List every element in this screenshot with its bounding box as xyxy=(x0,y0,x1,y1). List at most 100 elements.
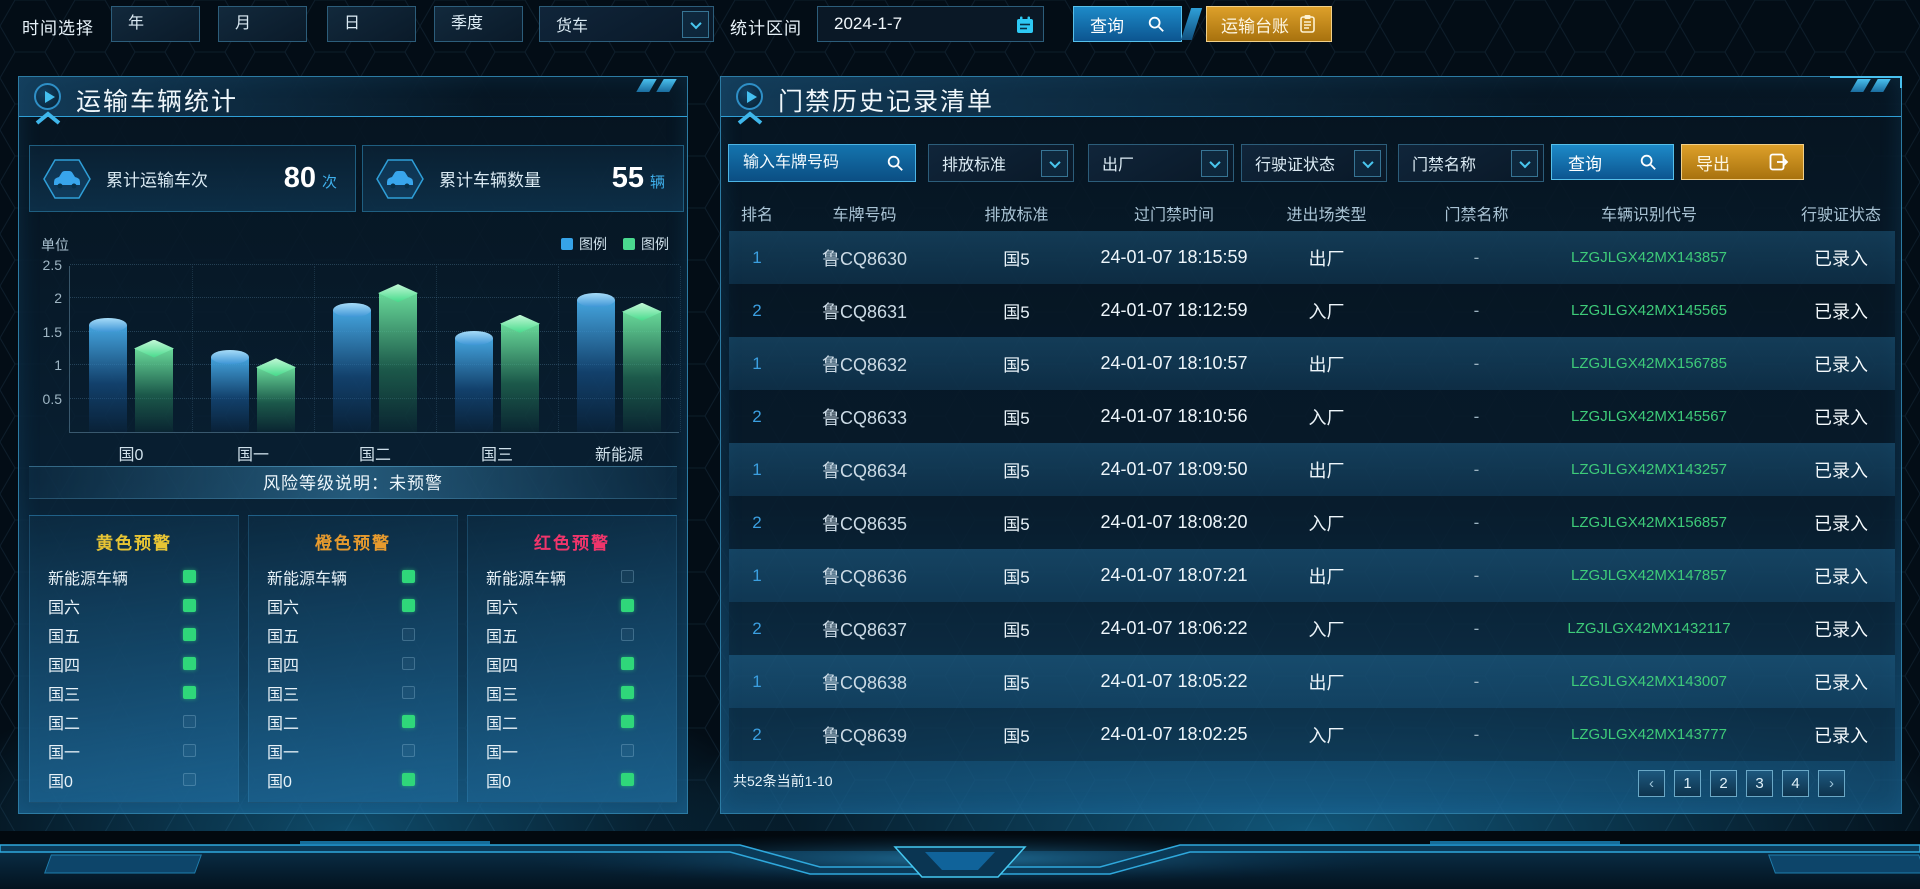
warning-checkbox[interactable] xyxy=(402,657,415,670)
warning-checkbox[interactable] xyxy=(183,599,196,612)
chart-gridline xyxy=(70,297,679,299)
table-cell: 国5 xyxy=(1003,727,1030,746)
table-cell: 鲁CQ8633 xyxy=(821,407,908,428)
warning-column: 黄色预警 新能源车辆 国六 国五 国四 国三 国二 国一 国0 xyxy=(29,515,239,803)
table-row[interactable]: 2 鲁CQ8639 国5 24-01-07 18:02:25 入厂 - LZGJLGX42M… xyxy=(729,708,1895,761)
table-cell: 已录入 xyxy=(1814,619,1868,640)
table-row[interactable]: 2 鲁CQ8637 国5 24-01-07 18:06:22 入厂 - LZGJLGX42M… xyxy=(729,602,1895,655)
table-row[interactable]: 1 鲁CQ8634 国5 24-01-07 18:09:50 出厂 - LZGJLGX42M… xyxy=(729,443,1895,496)
chart-bar xyxy=(378,284,418,432)
legend-item-1[interactable]: 图例 xyxy=(561,234,607,254)
table-cell: 国5 xyxy=(1003,303,1030,322)
legend-swatch xyxy=(561,238,573,250)
period-button-1[interactable]: 年 xyxy=(111,6,200,42)
warning-checkbox[interactable] xyxy=(402,570,415,583)
vin-link[interactable]: LZGJLGX42MX143007 xyxy=(1571,673,1727,690)
warning-item: 新能源车辆 xyxy=(30,562,238,591)
warning-item-label: 国四 xyxy=(486,657,519,675)
table-cell: 国5 xyxy=(1003,462,1030,481)
bar-cap xyxy=(500,314,540,333)
table-cell: 入厂 xyxy=(1308,407,1345,428)
warning-checkbox[interactable] xyxy=(621,773,634,786)
warning-checkbox[interactable] xyxy=(621,570,634,583)
warning-item-label: 国六 xyxy=(486,599,519,617)
table-query-button[interactable]: 查询 xyxy=(1551,144,1674,180)
table-row[interactable]: 1 鲁CQ8638 国5 24-01-07 18:05:22 出厂 - LZGJLGX42M… xyxy=(729,655,1895,708)
vehicle-type-select[interactable]: 货车 xyxy=(539,6,714,42)
filter-select-1[interactable]: 排放标准 xyxy=(928,144,1074,182)
warning-checkbox[interactable] xyxy=(183,744,196,757)
vin-link[interactable]: LZGJLGX42MX145565 xyxy=(1571,302,1727,319)
period-button-2[interactable]: 月 xyxy=(218,6,307,42)
warning-checkbox[interactable] xyxy=(621,744,634,757)
warning-checkbox[interactable] xyxy=(402,744,415,757)
vin-link[interactable]: LZGJLGX42MX147857 xyxy=(1571,567,1727,584)
table-row[interactable]: 1 鲁CQ8632 国5 24-01-07 18:10:57 出厂 - LZGJLGX42M… xyxy=(729,337,1895,390)
warning-checkbox[interactable] xyxy=(621,715,634,728)
warning-checkbox[interactable] xyxy=(183,628,196,641)
table-cell: 2 xyxy=(752,724,762,744)
warning-checkbox[interactable] xyxy=(402,599,415,612)
table-cell: - xyxy=(1473,247,1480,267)
period-button-4[interactable]: 季度 xyxy=(434,6,523,42)
export-button[interactable]: 导出 xyxy=(1681,144,1804,180)
warning-checkbox[interactable] xyxy=(183,686,196,699)
warning-checkbox[interactable] xyxy=(402,628,415,641)
warning-checkbox[interactable] xyxy=(621,686,634,699)
vin-link[interactable]: LZGJLGX42MX143257 xyxy=(1571,461,1727,478)
vin-link[interactable]: LZGJLGX42MX143857 xyxy=(1571,249,1727,266)
table-row[interactable]: 1 鲁CQ8636 国5 24-01-07 18:07:21 出厂 - LZGJLGX42M… xyxy=(729,549,1895,602)
left-panel-header: 运输车辆统计 xyxy=(19,77,687,125)
chart-bar xyxy=(333,303,371,432)
page-button-3[interactable]: 3 xyxy=(1746,770,1773,797)
warning-checkbox[interactable] xyxy=(621,657,634,670)
vin-link[interactable]: LZGJLGX42MX156785 xyxy=(1571,355,1727,372)
page-button-1[interactable]: 1 xyxy=(1674,770,1701,797)
decorative-slash xyxy=(1180,8,1203,40)
vin-link[interactable]: LZGJLGX42MX143777 xyxy=(1571,726,1727,743)
prev-page-button[interactable]: ‹ xyxy=(1638,770,1665,797)
range-label: 统计区间 xyxy=(730,19,802,38)
warning-item: 国六 xyxy=(249,591,457,620)
page-button-4[interactable]: 4 xyxy=(1782,770,1809,797)
table-row[interactable]: 2 鲁CQ8631 国5 24-01-07 18:12:59 入厂 - LZGJLGX42M… xyxy=(729,284,1895,337)
chart-separator xyxy=(680,266,681,432)
warning-checkbox[interactable] xyxy=(183,570,196,583)
vehicle-stats-panel: 运输车辆统计 累计运输车次 80 次 累计车辆数量 55 辆 单位 图例 图例 0.5… xyxy=(18,76,688,814)
warning-item: 国0 xyxy=(249,765,457,794)
filter-select-3[interactable]: 行驶证状态 xyxy=(1241,144,1387,182)
date-input[interactable]: 2024-1-7 xyxy=(817,6,1044,42)
y-axis-tick: 2 xyxy=(54,290,62,307)
warning-checkbox[interactable] xyxy=(402,715,415,728)
period-button-3[interactable]: 日 xyxy=(327,6,416,42)
warning-checkbox[interactable] xyxy=(183,657,196,670)
warning-checkbox[interactable] xyxy=(402,686,415,699)
table-row[interactable]: 2 鲁CQ8635 国5 24-01-07 18:08:20 入厂 - LZGJLGX42M… xyxy=(729,496,1895,549)
ledger-button[interactable]: 运输台账 xyxy=(1206,6,1332,42)
query-button[interactable]: 查询 xyxy=(1073,6,1182,42)
page-button-2[interactable]: 2 xyxy=(1710,770,1737,797)
warning-checkbox[interactable] xyxy=(621,599,634,612)
right-panel-title: 门禁历史记录清单 xyxy=(778,88,995,116)
vin-link[interactable]: LZGJLGX42MX1432117 xyxy=(1567,620,1731,637)
vin-link[interactable]: LZGJLGX42MX145567 xyxy=(1571,408,1727,425)
export-button-label: 导出 xyxy=(1696,154,1730,174)
plate-search-input[interactable] xyxy=(728,144,916,182)
warning-checkbox[interactable] xyxy=(183,773,196,786)
chart-gridline xyxy=(70,397,679,399)
filter-select-2[interactable]: 出厂 xyxy=(1088,144,1234,182)
filter-select-4[interactable]: 门禁名称 xyxy=(1398,144,1544,182)
table-row[interactable]: 2 鲁CQ8633 国5 24-01-07 18:10:56 入厂 - LZGJLGX42M… xyxy=(729,390,1895,443)
table-header-cell: 车牌号码 xyxy=(832,207,897,224)
warning-checkbox[interactable] xyxy=(183,715,196,728)
warning-checkbox[interactable] xyxy=(402,773,415,786)
warning-checkbox[interactable] xyxy=(621,628,634,641)
next-page-button[interactable]: › xyxy=(1818,770,1845,797)
chart-bar xyxy=(500,314,540,432)
table-cell: 24-01-07 18:05:22 xyxy=(1100,671,1248,691)
legend-item-2[interactable]: 图例 xyxy=(623,234,669,254)
vin-link[interactable]: LZGJLGX42MX156857 xyxy=(1571,514,1727,531)
table-row[interactable]: 1 鲁CQ8630 国5 24-01-07 18:15:59 出厂 - LZGJLGX42M… xyxy=(729,231,1895,284)
table-header-cell: 排放标准 xyxy=(984,207,1049,224)
